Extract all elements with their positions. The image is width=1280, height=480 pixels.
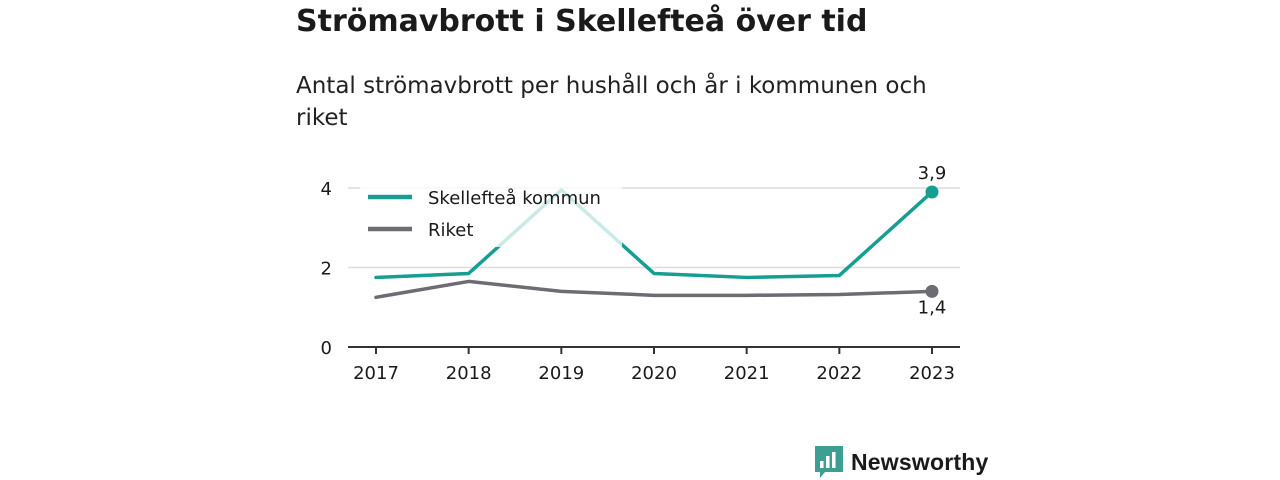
x-tick-label: 2017 [353, 363, 399, 384]
x-tick-label: 2022 [816, 363, 862, 384]
y-tick-label: 4 [321, 179, 332, 200]
legend-label: Riket [428, 220, 473, 241]
end-point-marker [925, 185, 939, 199]
legend-background [360, 177, 622, 247]
x-tick-label: 2023 [909, 363, 955, 384]
y-tick-label: 2 [321, 259, 332, 280]
y-tick-label: 0 [321, 338, 332, 359]
newsworthy-bar-chart-icon [815, 446, 843, 478]
x-tick-label: 2018 [446, 363, 492, 384]
newsworthy-logo[interactable]: Newsworthy [815, 446, 988, 478]
legend-label: Skellefteå kommun [428, 188, 601, 209]
chart-title: Strömavbrott i Skellefteå över tid [296, 4, 868, 39]
end-point-marker [925, 284, 939, 298]
chart-subtitle: Antal strömavbrott per hushåll och år i … [296, 73, 927, 131]
end-value-label: 3,9 [918, 163, 947, 184]
series-line-skelleftea [374, 188, 934, 280]
x-tick-label: 2021 [724, 363, 770, 384]
x-tick-label: 2020 [631, 363, 677, 384]
end-value-label: 1,4 [918, 297, 947, 318]
x-tick-label: 2019 [538, 363, 584, 384]
brand-name: Newsworthy [851, 448, 989, 475]
series-line-riket [374, 279, 934, 300]
